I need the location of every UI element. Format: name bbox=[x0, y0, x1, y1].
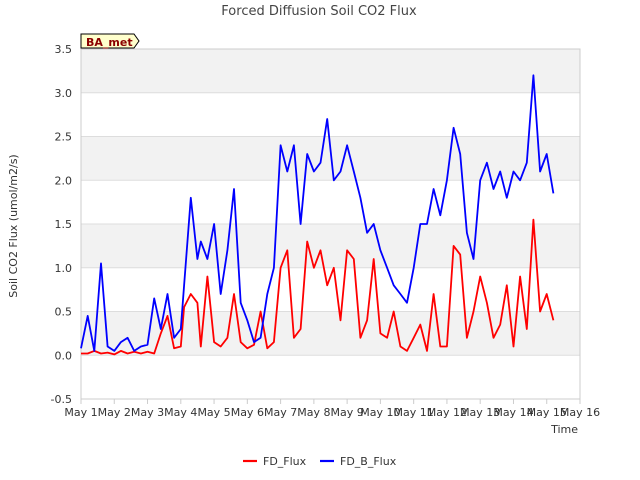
x-tick-label: May 16 bbox=[560, 406, 600, 419]
x-tick-label: May 4 bbox=[164, 406, 197, 419]
y-tick-label: 2.5 bbox=[55, 131, 73, 144]
plot-frame bbox=[80, 48, 581, 400]
y-tick-label: 1.0 bbox=[55, 262, 73, 275]
series-lines bbox=[80, 74, 555, 356]
annotation-box: BA_met bbox=[80, 33, 140, 49]
y-tick-label: 1.5 bbox=[55, 218, 73, 231]
x-tick-label: May 14 bbox=[493, 406, 533, 419]
legend-label: FD_B_Flux bbox=[340, 455, 397, 468]
x-tick-label: May 3 bbox=[131, 406, 164, 419]
x-tick-label: May 5 bbox=[197, 406, 230, 419]
x-tick-label: May 6 bbox=[231, 406, 264, 419]
chart-title: Forced Diffusion Soil CO2 Flux bbox=[221, 4, 417, 19]
fd-b-flux-line bbox=[80, 74, 555, 352]
legend: FD_Flux FD_B_Flux bbox=[243, 455, 397, 468]
x-tick-label: May 15 bbox=[527, 406, 567, 419]
x-tick-label: May 12 bbox=[427, 406, 467, 419]
y-tick-label: 3.0 bbox=[55, 87, 73, 100]
y-tick-label: 3.5 bbox=[55, 43, 73, 56]
y-tick-label: 0.0 bbox=[55, 349, 73, 362]
x-axis-label: Time bbox=[550, 423, 578, 436]
x-tick-label: May 1 bbox=[64, 406, 97, 419]
x-tick-label: May 11 bbox=[394, 406, 434, 419]
y-tick-label: 2.0 bbox=[55, 174, 73, 187]
plot-band bbox=[81, 49, 580, 93]
x-tick-label: May 13 bbox=[460, 406, 500, 419]
x-tick-label: May 2 bbox=[98, 406, 131, 419]
y-tick-label: -0.5 bbox=[51, 393, 72, 406]
x-tick-label: May 8 bbox=[297, 406, 330, 419]
plot-band bbox=[81, 224, 580, 268]
x-tick-label: May 7 bbox=[264, 406, 297, 419]
annotation-box-shape bbox=[80, 33, 140, 49]
y-tick-label: 0.5 bbox=[55, 306, 73, 319]
y-tick-labels: -0.5 0.0 0.5 1.0 1.5 2.0 2.5 3.0 3.5 bbox=[51, 43, 72, 406]
legend-label: FD_Flux bbox=[263, 455, 307, 468]
y-axis-label: Soil CO2 Flux (umol/m2/s) bbox=[7, 154, 20, 297]
x-tick-labels: May 1 May 2 May 3 May 4 May 5 May 6 May 7 May 8… bbox=[64, 406, 600, 419]
x-tick-label: May 9 bbox=[331, 406, 364, 419]
plot-band bbox=[81, 311, 580, 356]
fd-flux-line bbox=[81, 218, 555, 356]
annotation-label: BA_met bbox=[86, 36, 133, 49]
x-tick-label: May 10 bbox=[360, 406, 400, 419]
plot-bands bbox=[81, 49, 580, 356]
